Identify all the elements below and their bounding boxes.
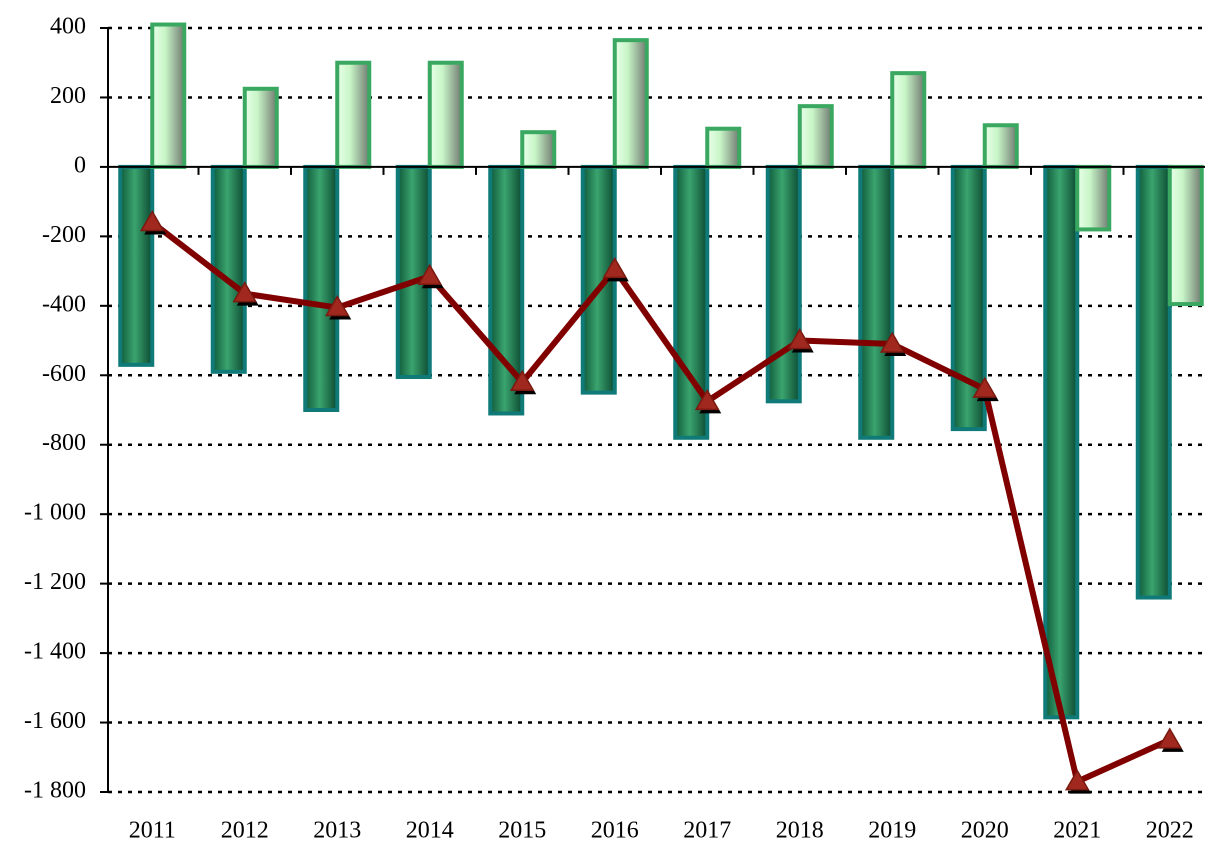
marker bbox=[232, 281, 258, 303]
y-tick-label: -1 400 bbox=[24, 639, 86, 665]
y-tick-label: 400 bbox=[50, 14, 86, 40]
x-tick-label: 2017 bbox=[683, 818, 731, 844]
bar bbox=[1043, 164, 1080, 720]
bar bbox=[520, 130, 557, 169]
x-tick-label: 2022 bbox=[1146, 818, 1194, 844]
x-tick-label: 2011 bbox=[129, 818, 176, 844]
bar bbox=[1167, 164, 1204, 307]
bar bbox=[890, 71, 927, 169]
y-tick-label: 0 bbox=[74, 152, 86, 178]
marker bbox=[787, 328, 813, 350]
x-tick-label: 2019 bbox=[868, 818, 916, 844]
marker bbox=[879, 331, 905, 353]
bar bbox=[1135, 164, 1172, 600]
marker bbox=[694, 388, 720, 411]
marker bbox=[139, 209, 165, 232]
marker bbox=[324, 295, 350, 317]
y-tick-label: -200 bbox=[42, 222, 86, 248]
x-tick-label: 2015 bbox=[498, 818, 546, 844]
marker bbox=[509, 369, 535, 391]
bar bbox=[612, 38, 649, 169]
y-tick-label: -1 800 bbox=[24, 778, 86, 804]
bar bbox=[303, 164, 340, 412]
bar bbox=[150, 22, 187, 169]
bar bbox=[982, 123, 1019, 169]
bar bbox=[427, 60, 464, 169]
marker bbox=[1064, 769, 1090, 791]
marker bbox=[602, 256, 628, 279]
x-tick-label: 2016 bbox=[591, 818, 639, 844]
bar bbox=[242, 86, 279, 169]
y-tick-label: 200 bbox=[50, 83, 86, 109]
bar bbox=[335, 60, 372, 169]
marker bbox=[972, 376, 998, 398]
marker bbox=[1157, 727, 1183, 749]
y-tick-label: -800 bbox=[42, 430, 86, 456]
y-tick-label: -1 000 bbox=[24, 500, 86, 526]
bar bbox=[858, 164, 895, 440]
y-tick-label: -600 bbox=[42, 361, 86, 387]
bar bbox=[395, 164, 432, 380]
x-tick-label: 2012 bbox=[221, 818, 269, 844]
line bbox=[150, 220, 1171, 785]
bar bbox=[1075, 164, 1112, 232]
x-tick-label: 2018 bbox=[776, 818, 824, 844]
bar bbox=[797, 104, 834, 169]
bar bbox=[118, 164, 155, 367]
y-tick-label: -1 600 bbox=[24, 708, 86, 734]
x-tick-label: 2014 bbox=[406, 818, 454, 844]
y-tick-label: -1 200 bbox=[24, 569, 86, 595]
marker bbox=[417, 263, 443, 286]
x-tick-label: 2020 bbox=[961, 818, 1009, 844]
x-tick-label: 2021 bbox=[1053, 818, 1101, 844]
x-tick-label: 2013 bbox=[313, 818, 361, 844]
y-tick-label: -400 bbox=[42, 291, 86, 317]
bar bbox=[765, 164, 802, 404]
bar bbox=[705, 126, 742, 169]
